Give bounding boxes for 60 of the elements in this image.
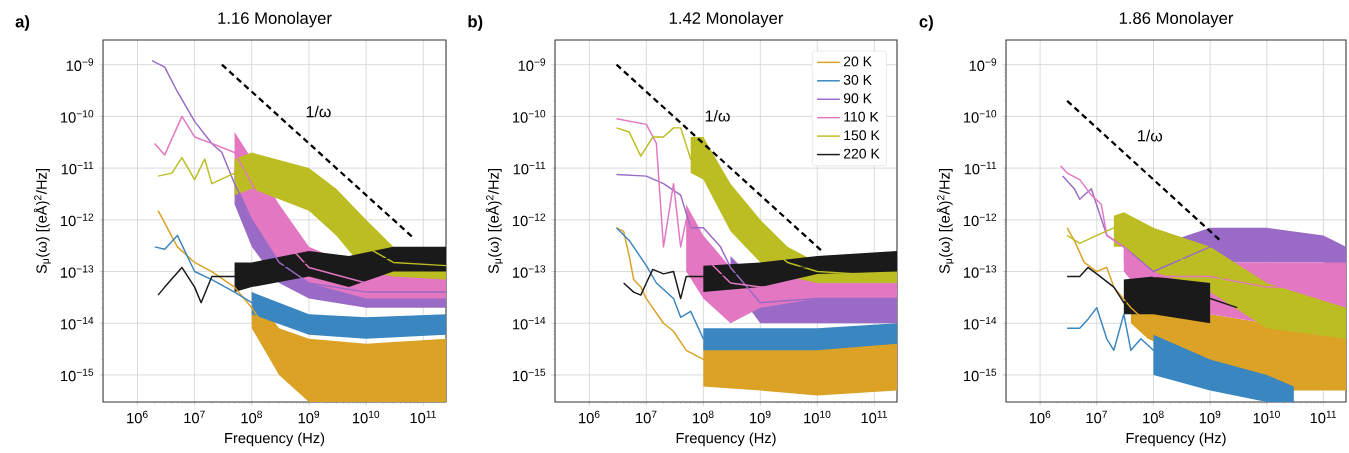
x-tick-label: 10$^{6}$ <box>1029 410 1051 424</box>
legend-label: 110 K <box>844 111 879 122</box>
y-tick-label: 10$^{−10}$ <box>513 110 546 123</box>
x-tick-label: 10$^{8}$ <box>1143 410 1164 424</box>
series-label: 1/ω <box>705 109 730 122</box>
x-tick-label: 10$^{7}$ <box>636 410 657 424</box>
x-tick-label: 10$^{9}$ <box>298 410 320 424</box>
y-axis-title: S$_{μ}$(ω) [(eÅ)$^{2}$/Hz] <box>485 169 503 274</box>
chart-title: 1.16 Monolayer <box>218 11 332 28</box>
x-tick-label: 10$^{10}$ <box>804 410 831 424</box>
series-label: 1/ω <box>306 105 331 118</box>
y-tick-label: 10$^{−12}$ <box>964 213 997 227</box>
x-tick-label: 10$^{7}$ <box>1086 410 1107 424</box>
y-tick-label: 10$^{−11}$ <box>513 161 546 175</box>
legend-label: 220 K <box>843 148 880 159</box>
y-tick-label: 10$^{−14}$ <box>513 316 546 330</box>
y-tick-label: 10$^{−10}$ <box>61 110 94 123</box>
y-tick-label: 10$^{−13}$ <box>513 265 546 278</box>
y-tick-label: 10$^{−11}$ <box>61 161 94 175</box>
x-tick-label: 10$^{11}$ <box>861 410 887 424</box>
x-tick-label: 10$^{9}$ <box>1199 410 1221 424</box>
y-tick-label: 10$^{−13}$ <box>964 265 997 278</box>
y-tick-label: 10$^{−10}$ <box>964 110 997 123</box>
text: c) <box>919 15 933 31</box>
legend-label: 30 K <box>843 74 872 85</box>
y-tick-label: 10$^{−12}$ <box>513 213 546 227</box>
x-tick-label: 10$^{6}$ <box>127 410 148 424</box>
x-tick-label: 10$^{6}$ <box>579 410 600 424</box>
x-axis-title: Frequency (Hz) <box>676 432 776 447</box>
x-tick-label: 10$^{11}$ <box>410 410 436 424</box>
x-axis-title: Frequency (Hz) <box>225 432 325 447</box>
y-axis-title: S$_{μ}$(ω) [(eÅ)$^{2}$/Hz] <box>936 169 954 274</box>
x-tick-label: 10$^{7}$ <box>184 410 205 424</box>
text: b) <box>468 15 483 31</box>
y-tick-label: 10$^{−15}$ <box>513 368 546 382</box>
x-tick-label: 10$^{9}$ <box>750 410 771 424</box>
y-tick-label: 10$^{−15}$ <box>964 368 997 382</box>
x-tick-label: 10$^{8}$ <box>693 410 714 424</box>
y-tick-label: 10$^{−14}$ <box>964 316 997 330</box>
y-tick-label: 10$^{−9}$ <box>66 58 94 71</box>
chart-title: 1.42 Monolayer <box>669 11 784 28</box>
y-axis-title: S$_{μ}$(ω) [(eÅ)$^{2}$/Hz] <box>33 169 51 274</box>
y-tick-label: 10$^{−12}$ <box>61 213 94 227</box>
legend-label: 150 K <box>844 130 880 141</box>
x-tick-label: 10$^{8}$ <box>241 410 263 424</box>
x-tick-label: 10$^{10}$ <box>1253 410 1280 424</box>
x-tick-label: 10$^{10}$ <box>353 410 380 424</box>
series-label: 1/ω <box>1138 129 1163 142</box>
text: a) <box>15 15 30 31</box>
y-tick-label: 10$^{−13}$ <box>61 265 94 278</box>
y-tick-label: 10$^{−9}$ <box>969 58 997 71</box>
chart-title: 1.86 Monolayer <box>1119 11 1234 28</box>
y-tick-label: 10$^{−14}$ <box>61 316 94 330</box>
x-tick-label: 10$^{11}$ <box>1310 410 1337 424</box>
y-tick-label: 10$^{−15}$ <box>61 368 94 382</box>
x-axis-title: Frequency (Hz) <box>1126 432 1226 447</box>
legend-label: 90 K <box>843 93 872 104</box>
y-tick-label: 10$^{−9}$ <box>518 58 546 71</box>
legend-label: 20 K <box>843 56 872 67</box>
y-tick-label: 10$^{−11}$ <box>964 161 997 175</box>
